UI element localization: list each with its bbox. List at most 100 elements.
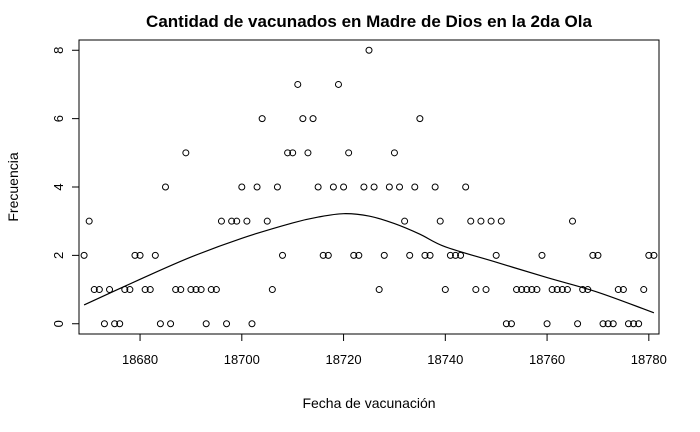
data-points <box>80 46 658 328</box>
data-point <box>238 183 246 191</box>
data-point <box>370 183 378 191</box>
data-point <box>426 251 434 259</box>
smoothed-trend-line <box>83 213 655 314</box>
data-point <box>207 286 215 294</box>
data-point <box>182 149 190 157</box>
data-point <box>111 320 119 328</box>
x-axis-label: Fecha de vacunación <box>302 395 435 411</box>
data-point <box>421 251 429 259</box>
data-point <box>492 251 500 259</box>
data-point <box>396 183 404 191</box>
data-point <box>477 217 485 225</box>
data-point <box>614 286 622 294</box>
data-point <box>472 286 480 294</box>
data-point <box>630 320 638 328</box>
data-point <box>177 286 185 294</box>
data-point <box>284 149 292 157</box>
y-tick-label: 0 <box>51 320 66 327</box>
data-point <box>279 251 287 259</box>
data-point <box>385 183 393 191</box>
data-point <box>645 251 653 259</box>
data-point <box>365 46 373 54</box>
data-point <box>334 80 342 88</box>
x-tick-label: 18780 <box>631 352 667 367</box>
data-point <box>650 251 658 259</box>
data-point <box>589 251 597 259</box>
data-point <box>411 183 419 191</box>
data-point <box>401 217 409 225</box>
data-point <box>253 183 261 191</box>
data-point <box>451 251 459 259</box>
data-point <box>487 217 495 225</box>
data-point <box>116 320 124 328</box>
data-point <box>609 320 617 328</box>
data-point <box>243 217 251 225</box>
data-point <box>223 320 231 328</box>
data-point <box>304 149 312 157</box>
data-point <box>340 183 348 191</box>
data-point <box>482 286 490 294</box>
data-point <box>390 149 398 157</box>
data-point <box>345 149 353 157</box>
data-point <box>507 320 515 328</box>
data-point <box>197 286 205 294</box>
data-point <box>462 183 470 191</box>
data-point <box>635 320 643 328</box>
data-point <box>624 320 632 328</box>
data-point <box>579 286 587 294</box>
data-point <box>141 286 149 294</box>
data-point <box>217 217 225 225</box>
data-point <box>258 115 266 123</box>
data-point <box>513 286 521 294</box>
data-point <box>329 183 337 191</box>
data-point <box>192 286 200 294</box>
data-point <box>187 286 195 294</box>
y-tick-label: 6 <box>51 115 66 122</box>
data-point <box>136 251 144 259</box>
data-point <box>268 286 276 294</box>
data-point <box>406 251 414 259</box>
data-point <box>558 286 566 294</box>
data-point <box>563 286 571 294</box>
data-point <box>528 286 536 294</box>
data-point <box>441 286 449 294</box>
data-point <box>248 320 256 328</box>
x-tick-label: 18700 <box>224 352 260 367</box>
data-point <box>538 251 546 259</box>
data-point <box>146 286 154 294</box>
data-point <box>518 286 526 294</box>
data-point <box>446 251 454 259</box>
data-point <box>263 217 271 225</box>
data-point <box>289 149 297 157</box>
data-point <box>569 217 577 225</box>
data-point <box>436 217 444 225</box>
data-point <box>416 115 424 123</box>
data-point <box>228 217 236 225</box>
data-point <box>167 320 175 328</box>
data-point <box>604 320 612 328</box>
data-point <box>90 286 98 294</box>
data-point <box>80 251 88 259</box>
data-point <box>574 320 582 328</box>
x-axis: 18680 18700 18720 18740 18760 18780 <box>122 333 667 367</box>
data-point <box>294 80 302 88</box>
data-point <box>533 286 541 294</box>
data-point <box>360 183 368 191</box>
data-point <box>85 217 93 225</box>
data-point <box>126 286 134 294</box>
data-point <box>156 320 164 328</box>
data-point <box>355 251 363 259</box>
data-point <box>457 251 465 259</box>
data-point <box>497 217 505 225</box>
data-point <box>319 251 327 259</box>
data-point <box>431 183 439 191</box>
data-point <box>599 320 607 328</box>
x-tick-label: 18680 <box>122 352 158 367</box>
data-point <box>350 251 358 259</box>
x-tick-label: 18720 <box>325 352 361 367</box>
data-point <box>324 251 332 259</box>
y-tick-label: 4 <box>51 183 66 190</box>
y-axis-label: Frecuencia <box>5 152 21 221</box>
data-point <box>467 217 475 225</box>
